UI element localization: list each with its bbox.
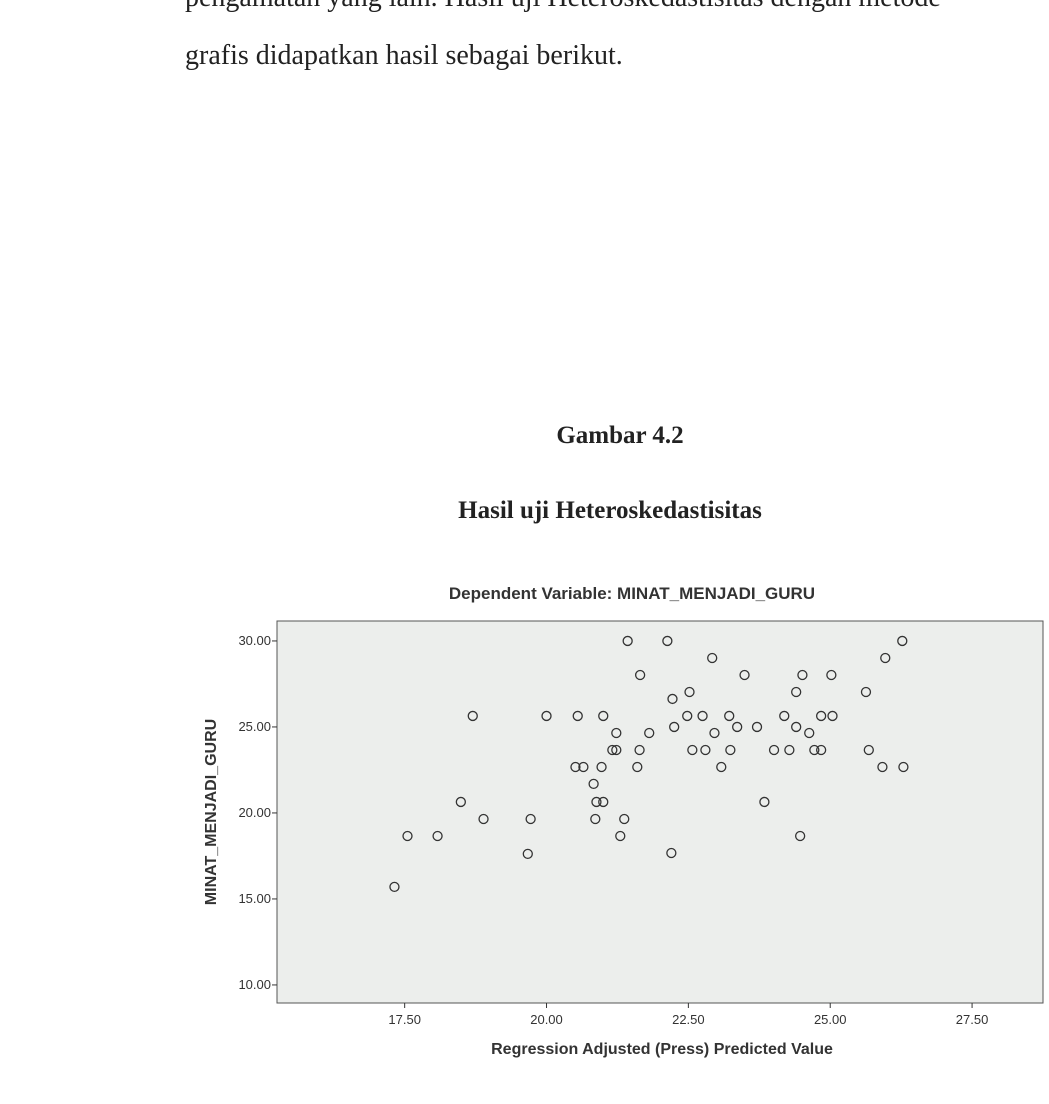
plot-area [276, 620, 1044, 1004]
body-text: grafis didapatkan hasil sebagai berikut. [185, 40, 623, 71]
point [578, 761, 589, 773]
point [467, 710, 478, 722]
point [682, 710, 693, 722]
x-tick-label: 25.00 [814, 1012, 847, 1027]
point [877, 761, 888, 773]
point [596, 761, 607, 773]
x-tick-label: 27.50 [956, 1012, 989, 1027]
figure-number: Gambar 4.2 [556, 422, 683, 449]
point [684, 686, 695, 698]
point [632, 761, 643, 773]
point [615, 830, 626, 842]
point [572, 710, 583, 722]
point [707, 652, 718, 664]
point [611, 744, 622, 756]
y-tick-label: 10.00 [238, 977, 271, 992]
point [622, 635, 633, 647]
point [522, 848, 533, 860]
point [591, 796, 602, 808]
point [570, 761, 581, 773]
point [598, 796, 609, 808]
y-tick-label: 25.00 [238, 719, 271, 734]
point [815, 710, 827, 722]
point [709, 727, 720, 739]
point [880, 652, 891, 664]
point [402, 830, 413, 842]
point [732, 721, 743, 733]
point [634, 669, 646, 681]
point [815, 744, 827, 756]
point [525, 813, 536, 825]
point [759, 796, 770, 808]
point [666, 847, 677, 859]
y-tick-label: 15.00 [238, 891, 271, 906]
point [725, 744, 736, 756]
point [804, 727, 815, 739]
point [590, 813, 601, 825]
point [588, 778, 599, 790]
point [751, 721, 763, 733]
x-tick-label: 17.50 [388, 1012, 421, 1027]
point [389, 881, 400, 893]
x-axis-label: Regression Adjusted (Press) Predicted Va… [491, 1041, 833, 1058]
point [662, 635, 673, 647]
point [697, 710, 708, 722]
point [669, 721, 680, 733]
point [607, 744, 618, 756]
chart-title: Dependent Variable: MINAT_MENJADI_GURU [449, 584, 815, 603]
point [779, 710, 790, 722]
point [768, 744, 780, 756]
point [791, 686, 802, 698]
point [863, 744, 874, 756]
point [794, 830, 806, 842]
point [619, 813, 630, 825]
figure-caption: Hasil uji Heteroskedastisitas [458, 497, 762, 524]
point [541, 710, 552, 722]
point [598, 710, 609, 722]
y-tick-label: 30.00 [238, 633, 271, 648]
point [667, 693, 678, 705]
point [826, 669, 837, 681]
point [897, 635, 908, 647]
point [716, 761, 727, 773]
point [700, 744, 711, 756]
point [724, 710, 735, 722]
point [791, 721, 802, 733]
point [797, 669, 808, 681]
point [478, 813, 489, 825]
point [827, 710, 838, 722]
y-tick-label: 20.00 [238, 805, 271, 820]
x-tick-label: 20.00 [530, 1012, 563, 1027]
point [611, 727, 622, 739]
y-axis-label: MINAT_MENJADI_GURU [203, 719, 220, 905]
x-tick-label: 22.50 [672, 1012, 705, 1027]
point [634, 744, 645, 756]
point [898, 761, 909, 773]
point [739, 669, 750, 681]
point [687, 744, 698, 756]
point [432, 830, 443, 842]
point [809, 744, 820, 756]
point [784, 744, 795, 756]
point [455, 796, 466, 808]
point [860, 686, 872, 698]
body-text: pengamatan yang lain. Hasil uji Heterosk… [185, 0, 941, 13]
point [644, 727, 655, 739]
